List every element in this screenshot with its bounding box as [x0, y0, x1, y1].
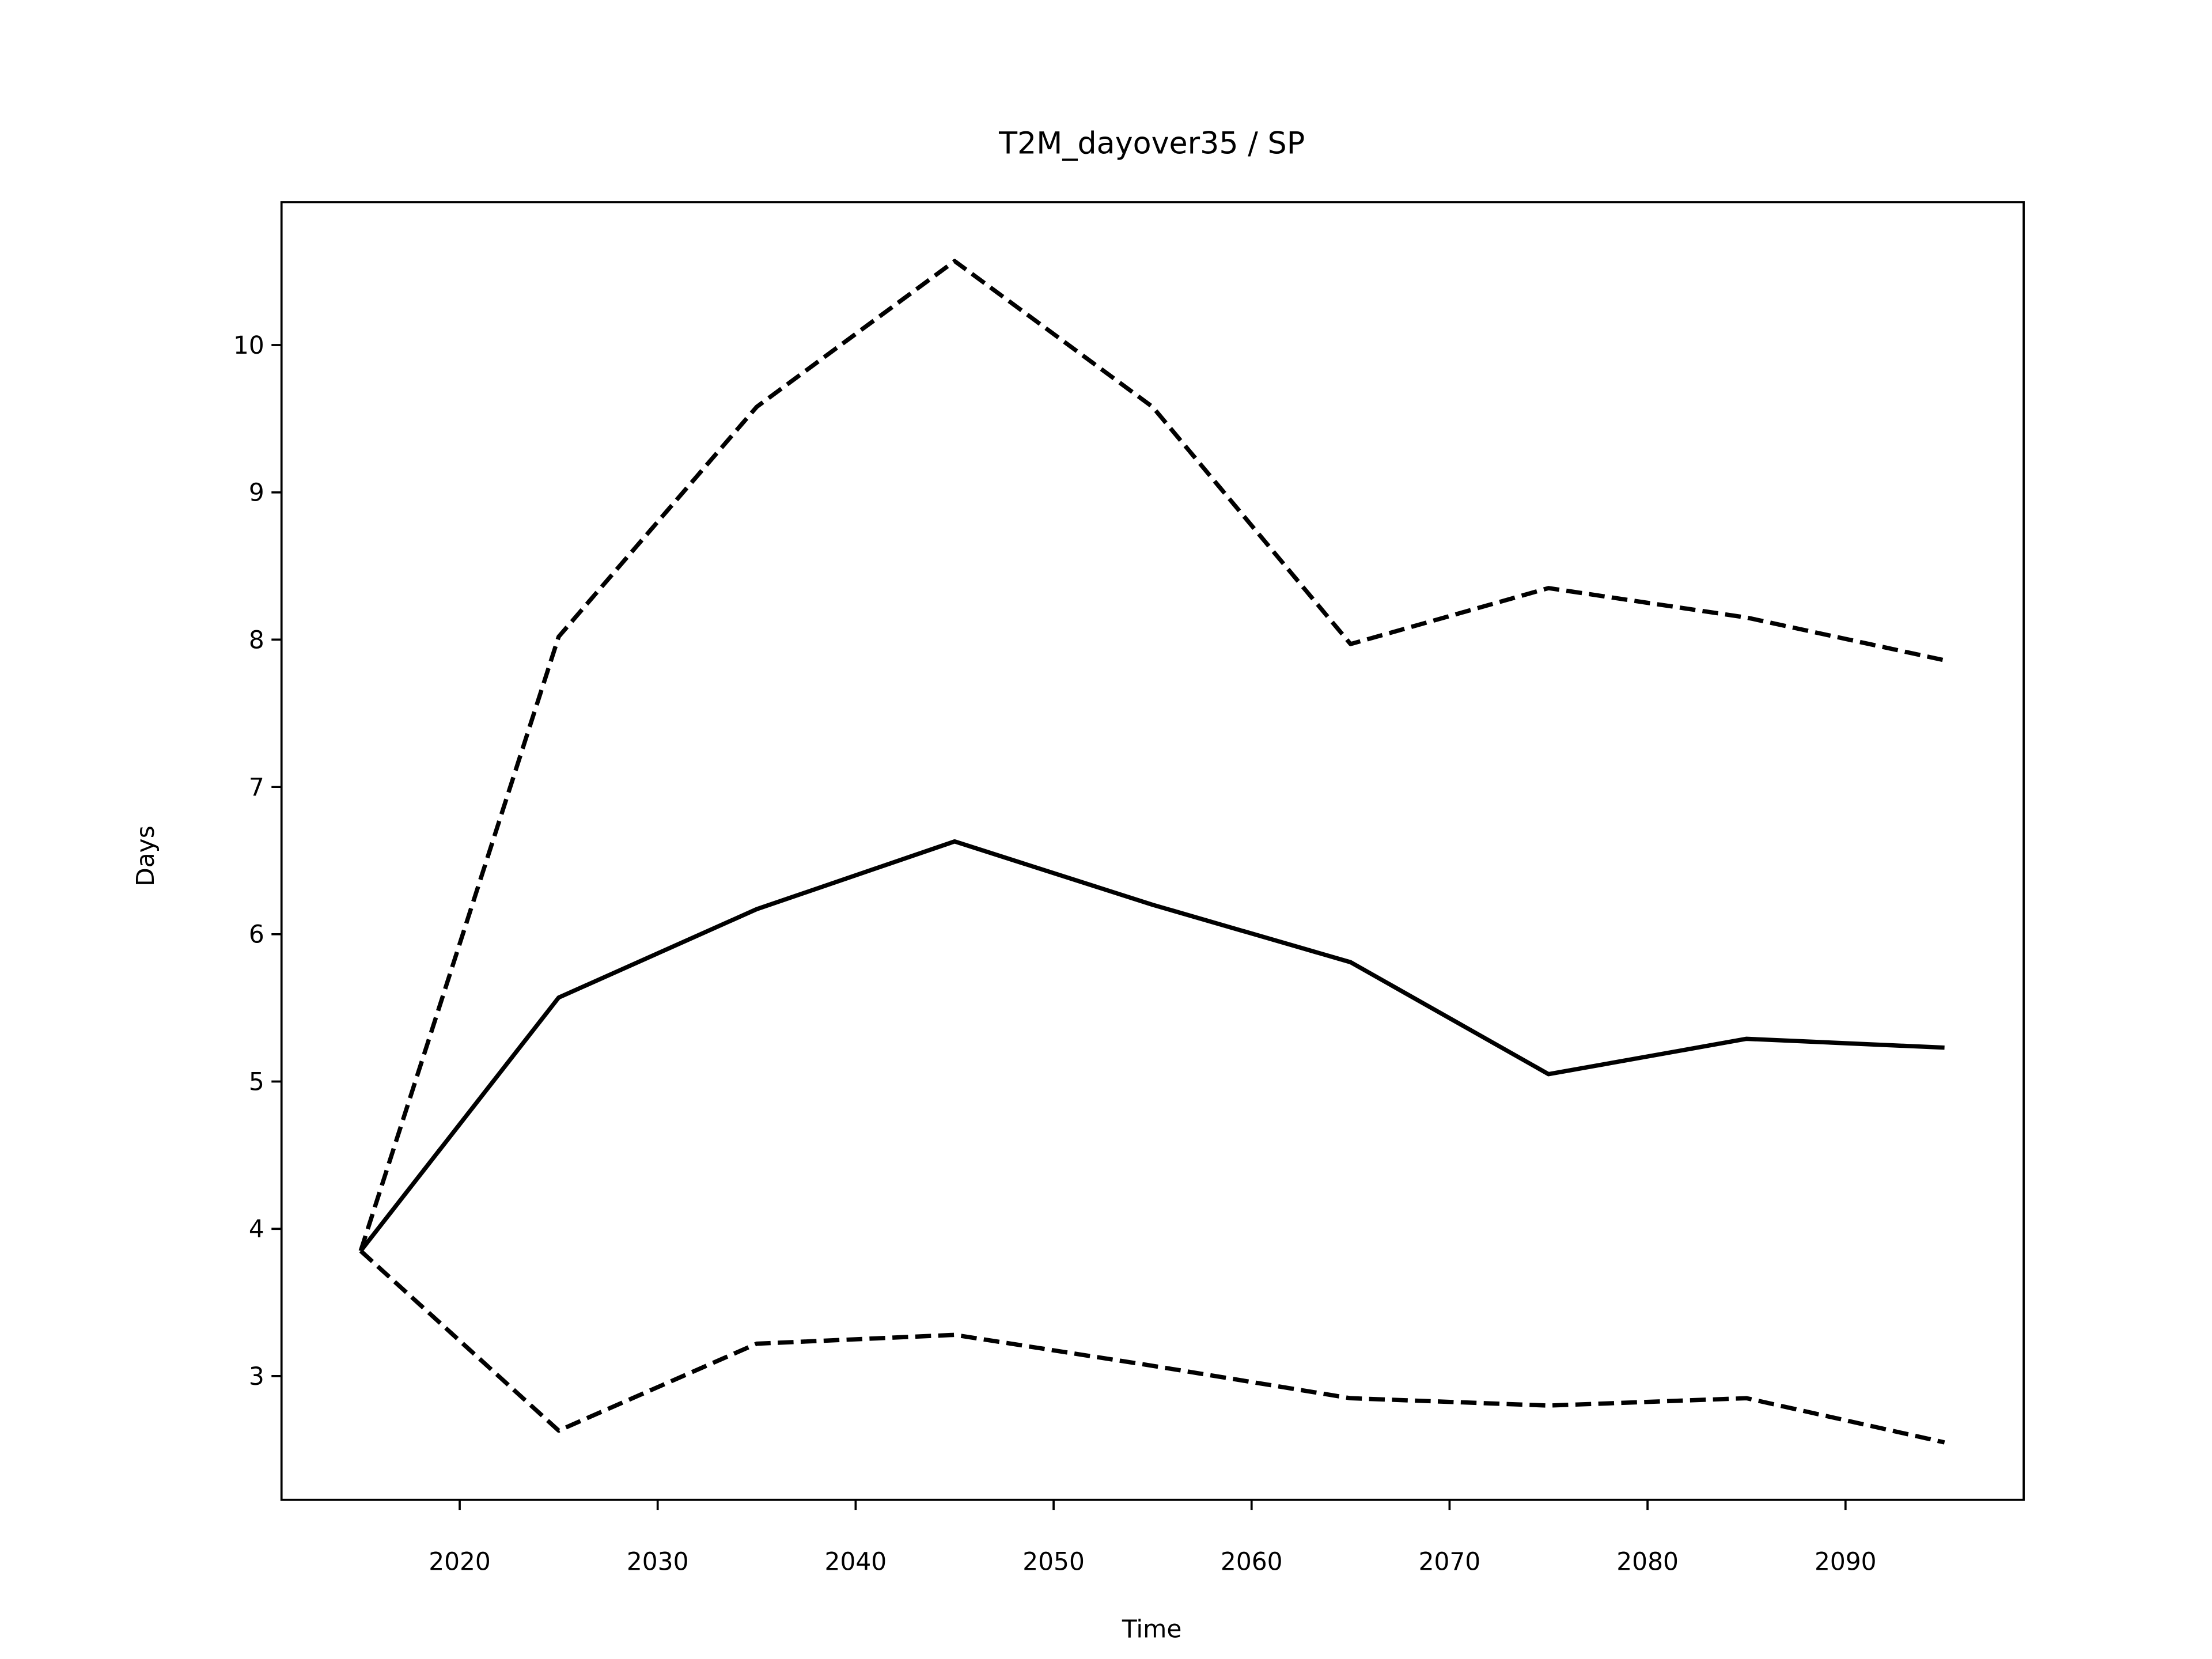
- y-tick-label: 3: [249, 1362, 264, 1391]
- line-series: [359, 839, 1945, 1252]
- y-tick-label: 6: [249, 921, 264, 949]
- y-tick-label: 8: [249, 626, 264, 654]
- x-tick-label: 2070: [1419, 1548, 1481, 1576]
- y-tick-label: 7: [249, 773, 264, 801]
- y-tick-label: 10: [233, 331, 264, 359]
- x-tick-label: 2090: [1815, 1548, 1877, 1576]
- x-tick-label: 2030: [627, 1548, 689, 1576]
- plot-frame: [280, 201, 2025, 1501]
- x-tick-label: 2060: [1221, 1548, 1283, 1576]
- y-tick-label: 4: [249, 1215, 264, 1243]
- y-axis-label: Days: [131, 825, 160, 887]
- y-tick-label: 9: [249, 479, 264, 507]
- x-axis-label: Time: [1122, 1615, 1182, 1643]
- y-tick-label: 5: [249, 1067, 264, 1096]
- line-series: [358, 259, 1945, 1252]
- x-tick-label: 2040: [825, 1548, 887, 1576]
- line-series: [359, 1249, 1945, 1445]
- chart-title: T2M_dayover35 / SP: [998, 126, 1305, 161]
- x-tick-label: 2080: [1616, 1548, 1679, 1576]
- x-tick-label: 2050: [1022, 1548, 1085, 1576]
- x-tick-label: 2020: [429, 1548, 491, 1576]
